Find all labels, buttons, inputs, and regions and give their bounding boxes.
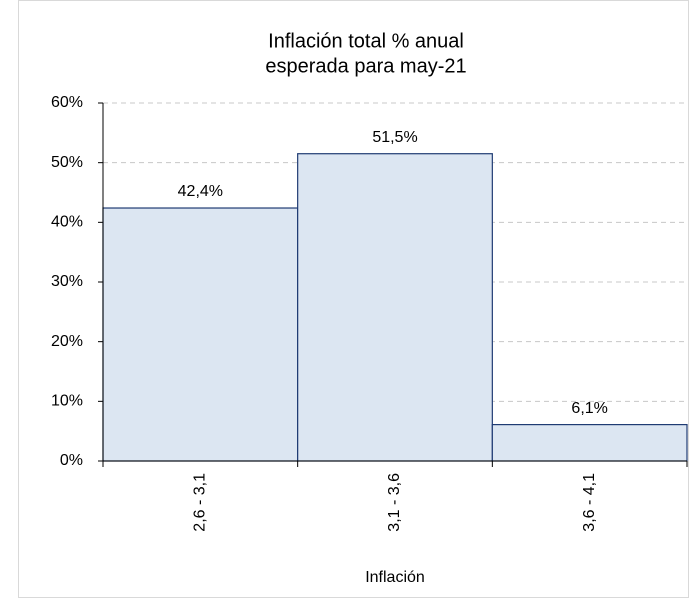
data-label: 42,4% (178, 183, 223, 200)
data-label: 6,1% (571, 400, 607, 417)
y-tick-label: 30% (51, 273, 83, 290)
y-tick-label: 10% (51, 393, 83, 410)
bar (102, 207, 299, 462)
data-label: 51,5% (372, 129, 417, 146)
bar (491, 424, 688, 462)
y-tick-label: 50% (51, 154, 83, 171)
y-tick-label: 20% (51, 333, 83, 350)
x-tick-label: 2,6 - 3,1 (192, 473, 209, 532)
chart-title: esperada para may-21 (265, 55, 466, 77)
x-tick-label: 3,1 - 3,6 (386, 473, 403, 532)
x-tick-label: 3,6 - 4,1 (581, 473, 598, 532)
x-axis-label: Inflación (365, 569, 425, 586)
y-tick-label: 40% (51, 214, 83, 231)
y-tick-label: 0% (60, 452, 83, 469)
bar (297, 153, 493, 462)
y-tick-label: 60% (51, 94, 83, 111)
chart-title: Inflación total % anual (268, 30, 464, 52)
